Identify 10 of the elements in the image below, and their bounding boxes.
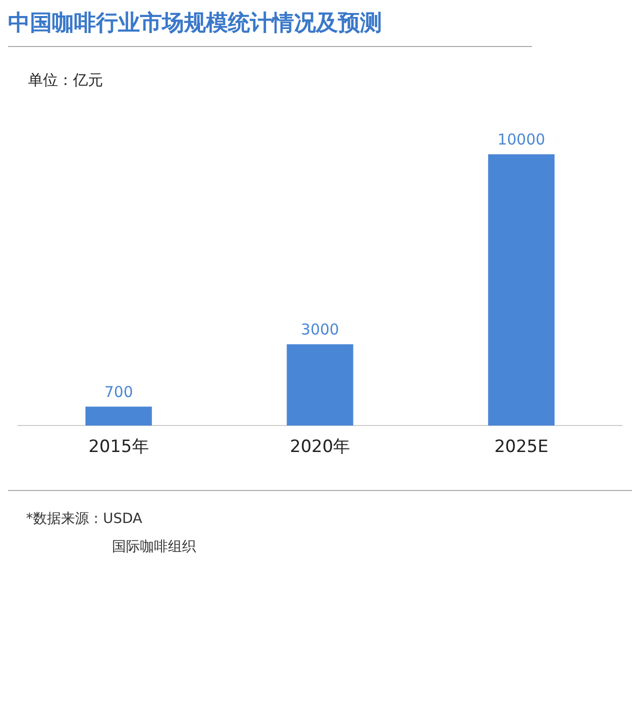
data-label: 700 [104, 382, 133, 401]
data-label: 3000 [300, 320, 340, 339]
text: 国际咖啡组织 [111, 538, 197, 557]
x-tick-label: 2015年 [88, 437, 149, 458]
chart-title: 中国咖啡行业市场规模统计情况及预测 [8, 8, 532, 47]
x-tick-label: 2025E [494, 437, 548, 458]
x-tick-label: 2020年 [290, 437, 350, 458]
text: *数据来源：USDA [26, 510, 144, 529]
y-axis-title: 单位：亿元 [28, 71, 104, 90]
data-label: 10000 [497, 130, 546, 149]
